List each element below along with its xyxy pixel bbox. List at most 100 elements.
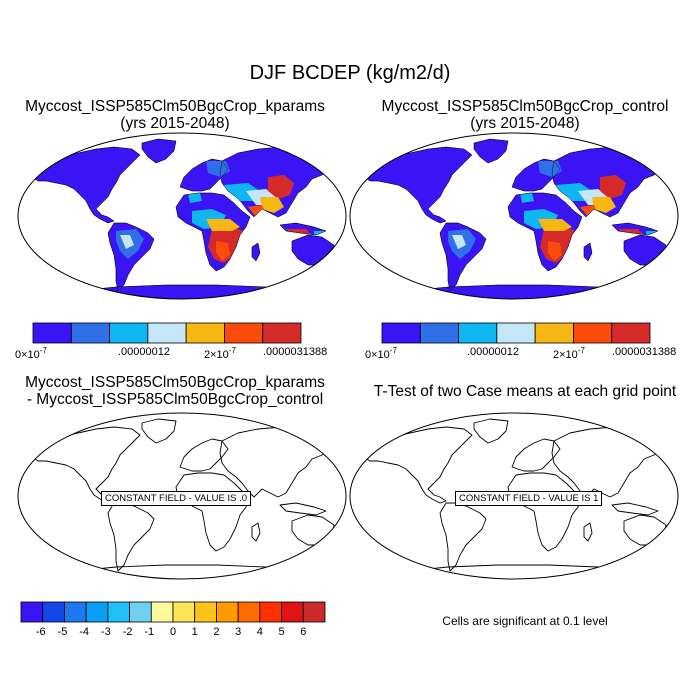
cbar-difference-label-12: 6 <box>300 626 307 638</box>
cbar-difference-swatch-0 <box>20 601 44 623</box>
panel-title-difference: Myccost_ISSP585Clm50BgcCrop_kparams - My… <box>0 374 350 408</box>
colorbar-difference <box>20 601 326 623</box>
panel-title-kparams-line2: (yrs 2015-2048) <box>120 115 230 132</box>
map-border <box>17 412 347 580</box>
land-southAmerica <box>107 502 155 572</box>
land-indonesia <box>611 502 659 516</box>
significance-note: Cells are significant at 0.1 level <box>442 614 608 628</box>
panel-title-ttest: T-Test of two Case means at each grid po… <box>350 383 700 400</box>
land-greenland <box>141 418 177 444</box>
land-madagascar <box>251 522 261 542</box>
cbar-difference-label-4: -2 <box>122 626 133 638</box>
cbar-difference-swatch-7 <box>172 601 196 623</box>
cbar-difference-label-0: -6 <box>35 626 46 638</box>
value-zone-8 <box>600 175 626 199</box>
land-indonesia <box>279 502 327 516</box>
constant-field-message-ttest: CONSTANT FIELD - VALUE IS 1 <box>455 491 603 506</box>
panel-title-ttest-line1: T-Test of two Case means at each grid po… <box>373 383 677 400</box>
cbar-difference-label-8: 2 <box>213 626 220 638</box>
cbar-control-label-2: 2×10-7 <box>553 346 585 361</box>
land-europe <box>511 438 561 472</box>
panel-title-kparams-line1: Myccost_ISSP585Clm50BgcCrop_kparams <box>25 98 325 115</box>
map-border <box>17 132 347 300</box>
land-europe <box>179 438 229 472</box>
coast-indonesia <box>279 222 327 236</box>
land-southAmerica <box>439 502 487 572</box>
figure-title: DJF BCDEP (kg/m2/d) <box>249 62 451 84</box>
cbar-difference-label-10: 4 <box>256 626 263 638</box>
land-northAmerica <box>363 426 473 504</box>
value-zone-1 <box>452 235 466 249</box>
cbar-kparams-swatch-3 <box>147 322 187 344</box>
cbar-control-swatch-2 <box>458 322 498 344</box>
coast-greenland <box>473 138 509 164</box>
coast-europe <box>511 158 561 192</box>
colorbar-control <box>381 322 651 344</box>
value-zone-9 <box>260 197 284 213</box>
cbar-kparams-swatch-1 <box>70 322 110 344</box>
cbar-control-swatch-1 <box>419 322 459 344</box>
cbar-kparams-swatch-6 <box>262 322 302 344</box>
coast-europe <box>179 158 229 192</box>
cbar-difference-label-3: -3 <box>100 626 111 638</box>
map-border <box>349 412 679 580</box>
cbar-difference-swatch-4 <box>107 601 130 623</box>
colorbar-kparams <box>32 322 302 344</box>
map-control <box>349 132 679 300</box>
constant-field-message-difference: CONSTANT FIELD - VALUE IS .0 <box>101 491 252 506</box>
panel-title-difference-line2: - Myccost_ISSP585Clm50BgcCrop_control <box>26 391 324 408</box>
value-zone-12 <box>520 193 534 203</box>
value-zone-8 <box>268 175 294 199</box>
panel-title-difference-line1: Myccost_ISSP585Clm50BgcCrop_kparams <box>25 374 325 391</box>
land-greenland <box>473 418 509 444</box>
panel-title-control: Myccost_ISSP585Clm50BgcCrop_control (yrs… <box>350 98 700 132</box>
cbar-difference-label-7: 1 <box>191 626 198 638</box>
land-northAmerica <box>31 426 141 504</box>
value-zone-9 <box>592 197 616 213</box>
map-kparams <box>17 132 347 300</box>
coast-indonesia <box>611 222 659 236</box>
cbar-kparams-label-2: 2×10-7 <box>204 346 236 361</box>
cbar-control-swatch-6 <box>611 322 651 344</box>
value-zone-5 <box>206 219 240 231</box>
colorbar-difference-labels: -6 -5 -4 -3 -2 -1 0 1 2 3 4 5 6 <box>21 626 325 640</box>
panel-title-control-line1: Myccost_ISSP585Clm50BgcCrop_control <box>381 98 669 115</box>
cbar-control-swatch-0 <box>381 322 421 344</box>
cbar-control-swatch-3 <box>496 322 536 344</box>
coast-africa <box>507 192 583 272</box>
cbar-difference-swatch-12 <box>281 601 304 623</box>
cbar-difference-swatch-3 <box>85 601 109 623</box>
cbar-control-swatch-4 <box>534 322 574 344</box>
panel-title-kparams: Myccost_ISSP585Clm50BgcCrop_kparams (yrs… <box>0 98 350 132</box>
cbar-difference-label-6: 0 <box>169 626 177 638</box>
value-zone-11 <box>206 161 230 177</box>
cbar-kparams-label-0: 0×10-7 <box>15 346 47 361</box>
cbar-control-label-3: .0000031388 <box>612 346 677 358</box>
cbar-difference-label-5: -1 <box>144 626 155 638</box>
cbar-kparams-swatch-5 <box>224 322 264 344</box>
cbar-difference-swatch-5 <box>129 601 152 623</box>
coast-africa <box>175 192 251 272</box>
cbar-difference-swatch-11 <box>259 601 282 623</box>
cbar-kparams-swatch-2 <box>109 322 149 344</box>
coast-madagascar <box>251 242 261 262</box>
value-zone-3 <box>216 241 230 261</box>
cbar-difference-swatch-13 <box>302 601 326 623</box>
cbar-difference-swatch-10 <box>237 601 261 623</box>
cbar-kparams-label-3: .0000031388 <box>263 346 328 358</box>
cbar-control-swatch-5 <box>573 322 613 344</box>
cbar-control-label-1: .00000012 <box>467 346 519 358</box>
land-madagascar <box>583 522 593 542</box>
map-border <box>349 132 679 300</box>
coast-northAmerica <box>363 146 473 224</box>
map-difference <box>17 412 347 580</box>
coast-southAmerica <box>107 222 155 292</box>
panel-title-control-line2: (yrs 2015-2048) <box>470 115 580 132</box>
cbar-difference-swatch-8 <box>194 601 217 623</box>
value-zone-1 <box>120 235 134 249</box>
cbar-difference-swatch-1 <box>42 601 65 623</box>
coast-northAmerica <box>31 146 141 224</box>
cbar-difference-label-2: -4 <box>79 626 90 638</box>
cbar-difference-swatch-9 <box>216 601 239 623</box>
cbar-difference-swatch-2 <box>64 601 87 623</box>
